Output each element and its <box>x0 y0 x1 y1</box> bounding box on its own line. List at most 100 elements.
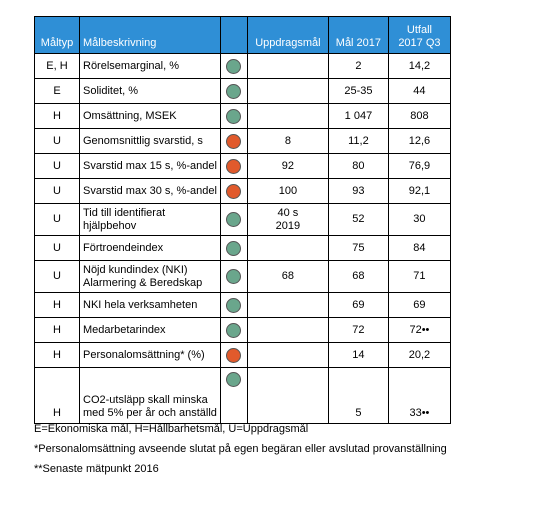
description-cell: NKI hela verksamheten <box>79 292 221 318</box>
status-cell <box>219 235 248 261</box>
type-cell: E <box>34 78 80 104</box>
type-cell: U <box>34 153 80 179</box>
goal-cell: 75 <box>327 235 389 261</box>
assignment-cell <box>246 317 329 343</box>
goal-cell: 2 <box>327 53 389 79</box>
header-type: Måltyp <box>34 16 80 54</box>
status-cell <box>219 260 248 293</box>
table-row: H Omsättning, MSEK 1 047 808 <box>34 103 451 129</box>
goal-cell: 11,2 <box>327 128 389 154</box>
goal-cell: 1 047 <box>327 103 389 129</box>
outcome-cell: 44 <box>387 78 451 104</box>
table-row: U Genomsnittlig svarstid, s 8 11,2 12,6 <box>34 128 451 154</box>
description-line: Alarmering & Beredskap <box>83 276 203 289</box>
type-cell: H <box>34 367 80 424</box>
red-status-dot-icon <box>226 158 242 174</box>
status-cell <box>219 178 248 204</box>
description-cell: Medarbetarindex <box>79 317 221 343</box>
description-cell: Nöjd kundindex (NKI) Alarmering & Beredsk… <box>79 260 221 293</box>
assignment-line: 40 s <box>277 206 299 219</box>
assignment-cell <box>246 342 329 368</box>
goal-cell: 14 <box>327 342 389 368</box>
type-cell: H <box>34 317 80 343</box>
table-row: H Personalomsättning* (%) 14 20,2 <box>34 342 451 368</box>
header-assignment: Uppdragsmål <box>246 16 329 54</box>
green-status-dot-icon <box>226 58 242 74</box>
goal-cell: 69 <box>327 292 389 318</box>
status-cell <box>219 367 248 424</box>
header-outcome: Utfall 2017 Q3 <box>387 16 451 54</box>
outcome-cell: 20,2 <box>387 342 451 368</box>
header-outcome-line2: 2017 Q3 <box>398 37 441 49</box>
footnote-turnover: *Personalomsättning avseende slutat på e… <box>34 443 447 455</box>
type-cell: U <box>34 128 80 154</box>
green-status-dot-icon <box>226 240 242 256</box>
goal-cell: 5 <box>327 367 389 424</box>
outcome-cell: 71 <box>387 260 451 293</box>
status-cell <box>219 78 248 104</box>
assignment-cell <box>246 235 329 261</box>
goal-cell: 52 <box>327 203 389 236</box>
goal-cell: 68 <box>327 260 389 293</box>
outcome-cell: 808 <box>387 103 451 129</box>
green-status-dot-icon <box>226 83 242 99</box>
green-status-dot-icon <box>226 372 242 387</box>
green-status-dot-icon <box>226 108 242 124</box>
type-cell: H <box>34 292 80 318</box>
goal-cell: 25-35 <box>327 78 389 104</box>
description-line: CO2-utsläpp skall minska <box>83 394 208 406</box>
type-cell: U <box>34 203 80 236</box>
assignment-cell <box>246 78 329 104</box>
description-line: med 5% per år och anställd <box>83 407 217 419</box>
outcome-cell: 12,6 <box>387 128 451 154</box>
table-row: U Förtroendeindex 75 84 <box>34 235 451 261</box>
table-row: E Soliditet, % 25-35 44 <box>34 78 451 104</box>
status-cell <box>219 292 248 318</box>
outcome-cell: 84 <box>387 235 451 261</box>
green-status-dot-icon <box>226 322 242 338</box>
table-row: H CO2-utsläpp skall minska med 5% per år … <box>34 367 451 424</box>
assignment-cell <box>246 53 329 79</box>
assignment-line: 2019 <box>275 219 301 232</box>
assignment-cell <box>246 367 329 424</box>
table-row: H NKI hela verksamheten 69 69 <box>34 292 451 318</box>
red-status-dot-icon <box>226 347 242 363</box>
assignment-cell: 68 <box>246 260 329 293</box>
header-goal: Mål 2017 <box>327 16 389 54</box>
description-cell: Rörelsemarginal, % <box>79 53 221 79</box>
description-cell: Förtroendeindex <box>79 235 221 261</box>
type-cell: H <box>34 342 80 368</box>
status-cell <box>219 103 248 129</box>
type-cell: E, H <box>34 53 80 79</box>
header-outcome-line1: Utfall <box>406 24 432 36</box>
outcome-cell: 92,1 <box>387 178 451 204</box>
description-cell: CO2-utsläpp skall minska med 5% per år oc… <box>79 367 221 424</box>
header-description: Målbeskrivning <box>79 16 221 54</box>
type-cell: U <box>34 178 80 204</box>
table-row: U Svarstid max 15 s, %-andel 92 80 76,9 <box>34 153 451 179</box>
table-row: E, H Rörelsemarginal, % 2 14,2 <box>34 53 451 79</box>
status-cell <box>219 128 248 154</box>
status-cell <box>219 342 248 368</box>
legend-text: E=Ekonomiska mål, H=Hållbarhetsmål, U=Up… <box>34 423 309 435</box>
type-cell: U <box>34 260 80 293</box>
description-cell: Genomsnittlig svarstid, s <box>79 128 221 154</box>
outcome-cell: 30 <box>387 203 451 236</box>
red-status-dot-icon <box>226 183 242 199</box>
description-cell: Tid till identifierat hjälpbehov <box>79 203 221 236</box>
outcome-cell: 14,2 <box>387 53 451 79</box>
description-line: Tid till identifierat <box>83 206 166 219</box>
description-cell: Soliditet, % <box>79 78 221 104</box>
assignment-cell: 100 <box>246 178 329 204</box>
assignment-cell <box>246 103 329 129</box>
description-cell: Personalomsättning* (%) <box>79 342 221 368</box>
outcome-cell: 72•• <box>387 317 451 343</box>
table-row: U Nöjd kundindex (NKI) Alarmering & Bered… <box>34 260 451 293</box>
goal-cell: 80 <box>327 153 389 179</box>
status-cell <box>219 53 248 79</box>
table-row: U Svarstid max 30 s, %-andel 100 93 92,1 <box>34 178 451 204</box>
table-row: U Tid till identifierat hjälpbehov 40 s 20… <box>34 203 451 236</box>
goals-table: Måltyp Målbeskrivning Uppdragsmål Mål 20… <box>34 16 451 424</box>
status-cell <box>219 203 248 236</box>
description-line: Nöjd kundindex (NKI) <box>83 263 188 276</box>
